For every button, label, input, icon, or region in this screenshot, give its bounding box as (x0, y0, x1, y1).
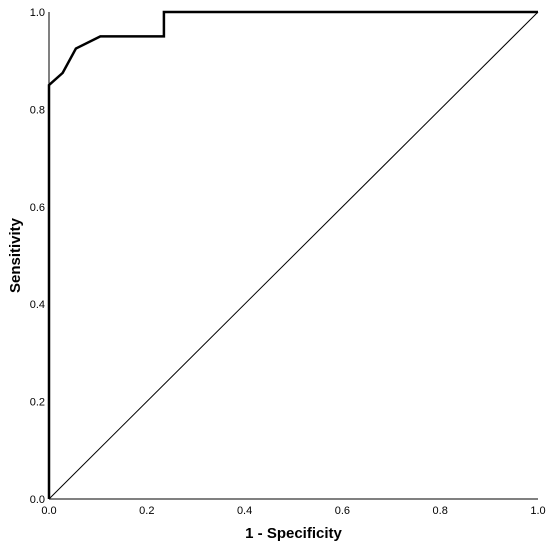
x-tick-label: 0.4 (237, 505, 252, 517)
roc-curve (47, 10, 538, 499)
x-tick-label: 0.8 (433, 505, 448, 517)
y-tick-label: 0.4 (30, 299, 45, 311)
y-tick-label: 0.8 (30, 104, 45, 116)
y-tick-label: 1.0 (30, 7, 45, 19)
series-layer (47, 10, 539, 500)
y-tick-label: 0.6 (30, 202, 45, 214)
y-axis-ticks: 0.0 0.2 0.4 0.6 0.8 1.0 (30, 7, 45, 506)
x-tick-label: 0.6 (335, 505, 350, 517)
x-axis-ticks: 0.0 0.2 0.4 0.6 0.8 1.0 (41, 505, 545, 517)
y-tick-label: 0.0 (30, 494, 45, 506)
y-axis-title: Sensitivity (7, 217, 24, 293)
reference-diagonal-line (48, 11, 539, 500)
y-tick-label: 0.2 (30, 397, 45, 409)
x-tick-label: 0.0 (41, 505, 56, 517)
x-tick-label: 1.0 (530, 505, 545, 517)
x-axis-title: 1 - Specificity (245, 525, 342, 542)
x-tick-label: 0.2 (139, 505, 154, 517)
